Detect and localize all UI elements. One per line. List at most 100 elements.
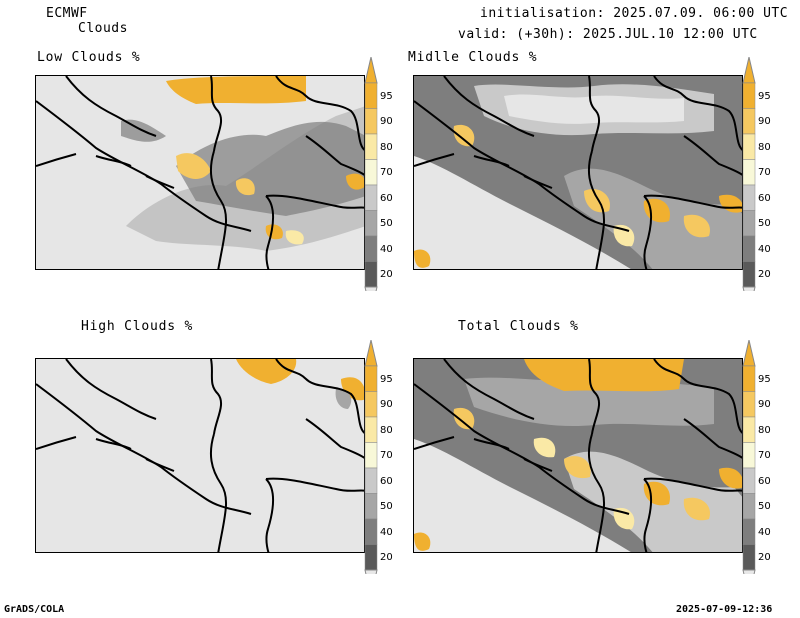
colorbar-segment-20 [364,261,378,288]
colorbar-tick-label: 50 [758,218,771,229]
cloud-field [414,359,742,552]
colorbar-segment-90 [742,108,756,135]
colorbar-tick-label: 20 [380,269,393,280]
colorbar-tick-label: 80 [758,141,771,153]
cloud-field [414,76,742,269]
product-name: Clouds [78,21,128,36]
colorbar-tick-label: 70 [758,450,771,461]
colorbar-bottom-arrow [742,286,756,291]
colorbar-top-arrow [742,57,756,84]
colorbar-tick-label: 40 [380,243,393,255]
colorbar-tick-label: 50 [380,218,393,229]
coastlines-borders [36,76,364,269]
colorbar-low: 95 90 80 70 60 50 40 20 [364,57,410,291]
footer-timestamp: 2025-07-09-12:36 [676,604,773,615]
colorbar-tick-label: 20 [758,269,771,280]
colorbar-tick-label: 95 [758,90,771,102]
colorbar-tick-label: 90 [758,399,771,410]
colorbar-segment-80 [742,133,756,160]
initialisation-time: initialisation: 2025.07.09. 06:00 UTC [480,6,789,21]
colorbar-segment-50 [364,493,378,520]
coastlines-borders [36,359,364,552]
model-name: ECMWF [46,6,88,21]
colorbar-tick-label: 80 [380,141,393,153]
colorbar-segment-60 [364,184,378,211]
colorbar-segment-20 [742,261,756,288]
colorbar-segment-40 [742,235,756,262]
colorbar-segment-70 [364,159,378,186]
colorbar-segment-40 [742,518,756,545]
colorbar-tick-label: 40 [380,526,393,538]
colorbar-tick-label: 40 [758,526,771,538]
colorbar-segment-70 [742,442,756,469]
colorbar-svg [742,57,756,291]
colorbar-tick-label: 20 [758,552,771,563]
colorbar-segment-70 [742,159,756,186]
cloud-field [236,359,364,409]
map-total-clouds [413,358,743,553]
colorbar-segment-90 [742,391,756,418]
colorbar-segment-90 [364,391,378,418]
panel-title-total: Total Clouds % [458,319,579,334]
colorbar-tick-label: 90 [380,399,393,410]
coastlines-borders [414,359,742,552]
panel-title-low: Low Clouds % [37,50,141,65]
colorbar-top-arrow [364,340,378,367]
colorbar-tick-label: 20 [380,552,393,563]
colorbar-segment-40 [364,518,378,545]
colorbar-tick-label: 95 [380,90,393,102]
colorbar-segment-50 [364,210,378,237]
colorbar-tick-label: 60 [380,192,393,204]
colorbar-tick-label: 60 [758,192,771,204]
map-high-svg [36,359,364,552]
colorbar-segment-90 [364,108,378,135]
colorbar-bottom-arrow [742,569,756,574]
colorbar-svg [364,57,378,291]
colorbar-tick-label: 90 [758,116,771,127]
colorbar-tick-label: 60 [758,475,771,487]
colorbar-segment-95 [742,365,756,392]
colorbar-segment-80 [742,416,756,443]
map-low-clouds [35,75,365,270]
colorbar-bottom-arrow [364,286,378,291]
colorbar-high: 95 90 80 70 60 50 40 20 [364,340,410,574]
colorbar-tick-label: 40 [758,243,771,255]
colorbar-segment-50 [742,493,756,520]
colorbar-segment-60 [742,467,756,494]
panel-title-mid: Midlle Clouds % [408,50,538,65]
colorbar-svg [742,340,756,574]
colorbar-tick-label: 95 [380,373,393,385]
colorbar-svg [364,340,378,574]
colorbar-segment-60 [742,184,756,211]
footer-software: GrADS/COLA [4,604,65,615]
colorbar-tick-label: 50 [758,501,771,512]
map-mid-svg [414,76,742,269]
colorbar-segment-95 [742,82,756,109]
colorbar-bottom-arrow [364,569,378,574]
colorbar-segment-20 [742,544,756,571]
valid-time: valid: (+30h): 2025.JUL.10 12:00 UTC [458,27,758,42]
colorbar-total: 95 90 80 70 60 50 40 20 [742,340,788,574]
colorbar-tick-label: 60 [380,475,393,487]
coastlines-borders [414,76,742,269]
colorbar-mid: 95 90 80 70 60 50 40 20 [742,57,788,291]
colorbar-tick-label: 95 [758,373,771,385]
colorbar-segment-95 [364,365,378,392]
map-total-svg [414,359,742,552]
colorbar-segment-40 [364,235,378,262]
colorbar-tick-label: 50 [380,501,393,512]
colorbar-segment-20 [364,544,378,571]
map-high-clouds [35,358,365,553]
colorbar-tick-label: 70 [758,167,771,178]
colorbar-segment-70 [364,442,378,469]
map-low-svg [36,76,364,269]
colorbar-top-arrow [742,340,756,367]
cloud-field [121,76,364,251]
panel-title-high: High Clouds % [81,319,194,334]
colorbar-tick-label: 70 [380,450,393,461]
colorbar-tick-label: 90 [380,116,393,127]
colorbar-tick-label: 70 [380,167,393,178]
map-middle-clouds [413,75,743,270]
colorbar-segment-95 [364,82,378,109]
colorbar-top-arrow [364,57,378,84]
